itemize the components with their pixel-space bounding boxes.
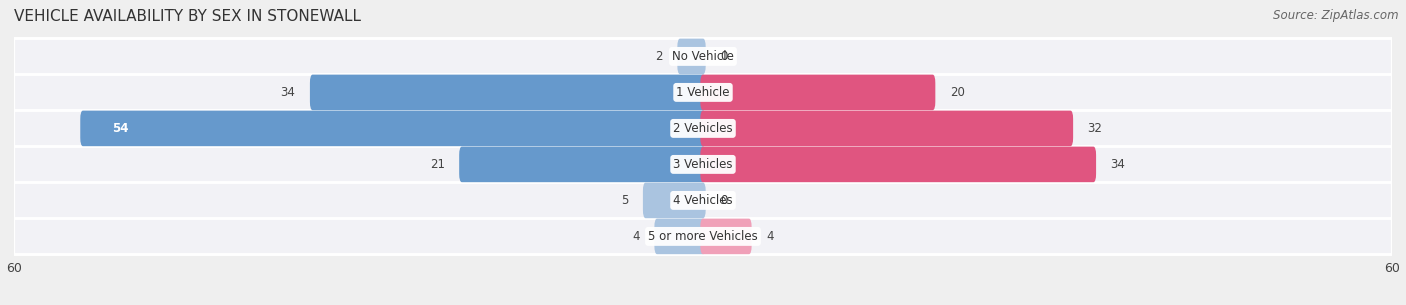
FancyBboxPatch shape xyxy=(309,75,706,110)
Text: 21: 21 xyxy=(430,158,444,171)
FancyBboxPatch shape xyxy=(700,147,1097,182)
Text: 3 Vehicles: 3 Vehicles xyxy=(673,158,733,171)
Text: 32: 32 xyxy=(1088,122,1102,135)
FancyBboxPatch shape xyxy=(700,111,1073,146)
FancyBboxPatch shape xyxy=(643,183,706,218)
Text: 5: 5 xyxy=(621,194,628,207)
Text: 20: 20 xyxy=(950,86,965,99)
Text: 0: 0 xyxy=(720,50,727,63)
FancyBboxPatch shape xyxy=(700,219,752,254)
Text: 34: 34 xyxy=(281,86,295,99)
FancyBboxPatch shape xyxy=(14,38,1392,74)
FancyBboxPatch shape xyxy=(14,110,1392,146)
Text: Source: ZipAtlas.com: Source: ZipAtlas.com xyxy=(1274,9,1399,22)
Text: 54: 54 xyxy=(111,122,128,135)
Text: 4: 4 xyxy=(766,230,773,243)
Text: VEHICLE AVAILABILITY BY SEX IN STONEWALL: VEHICLE AVAILABILITY BY SEX IN STONEWALL xyxy=(14,9,361,24)
FancyBboxPatch shape xyxy=(14,74,1392,110)
FancyBboxPatch shape xyxy=(654,219,706,254)
Text: 0: 0 xyxy=(720,194,727,207)
Text: No Vehicle: No Vehicle xyxy=(672,50,734,63)
Text: 5 or more Vehicles: 5 or more Vehicles xyxy=(648,230,758,243)
Text: 4: 4 xyxy=(633,230,640,243)
Text: 2: 2 xyxy=(655,50,662,63)
Text: 2 Vehicles: 2 Vehicles xyxy=(673,122,733,135)
Text: 1 Vehicle: 1 Vehicle xyxy=(676,86,730,99)
FancyBboxPatch shape xyxy=(14,146,1392,182)
FancyBboxPatch shape xyxy=(14,182,1392,218)
FancyBboxPatch shape xyxy=(14,218,1392,254)
FancyBboxPatch shape xyxy=(80,111,706,146)
FancyBboxPatch shape xyxy=(678,39,706,74)
FancyBboxPatch shape xyxy=(460,147,706,182)
Text: 34: 34 xyxy=(1111,158,1125,171)
FancyBboxPatch shape xyxy=(700,75,935,110)
Text: 4 Vehicles: 4 Vehicles xyxy=(673,194,733,207)
